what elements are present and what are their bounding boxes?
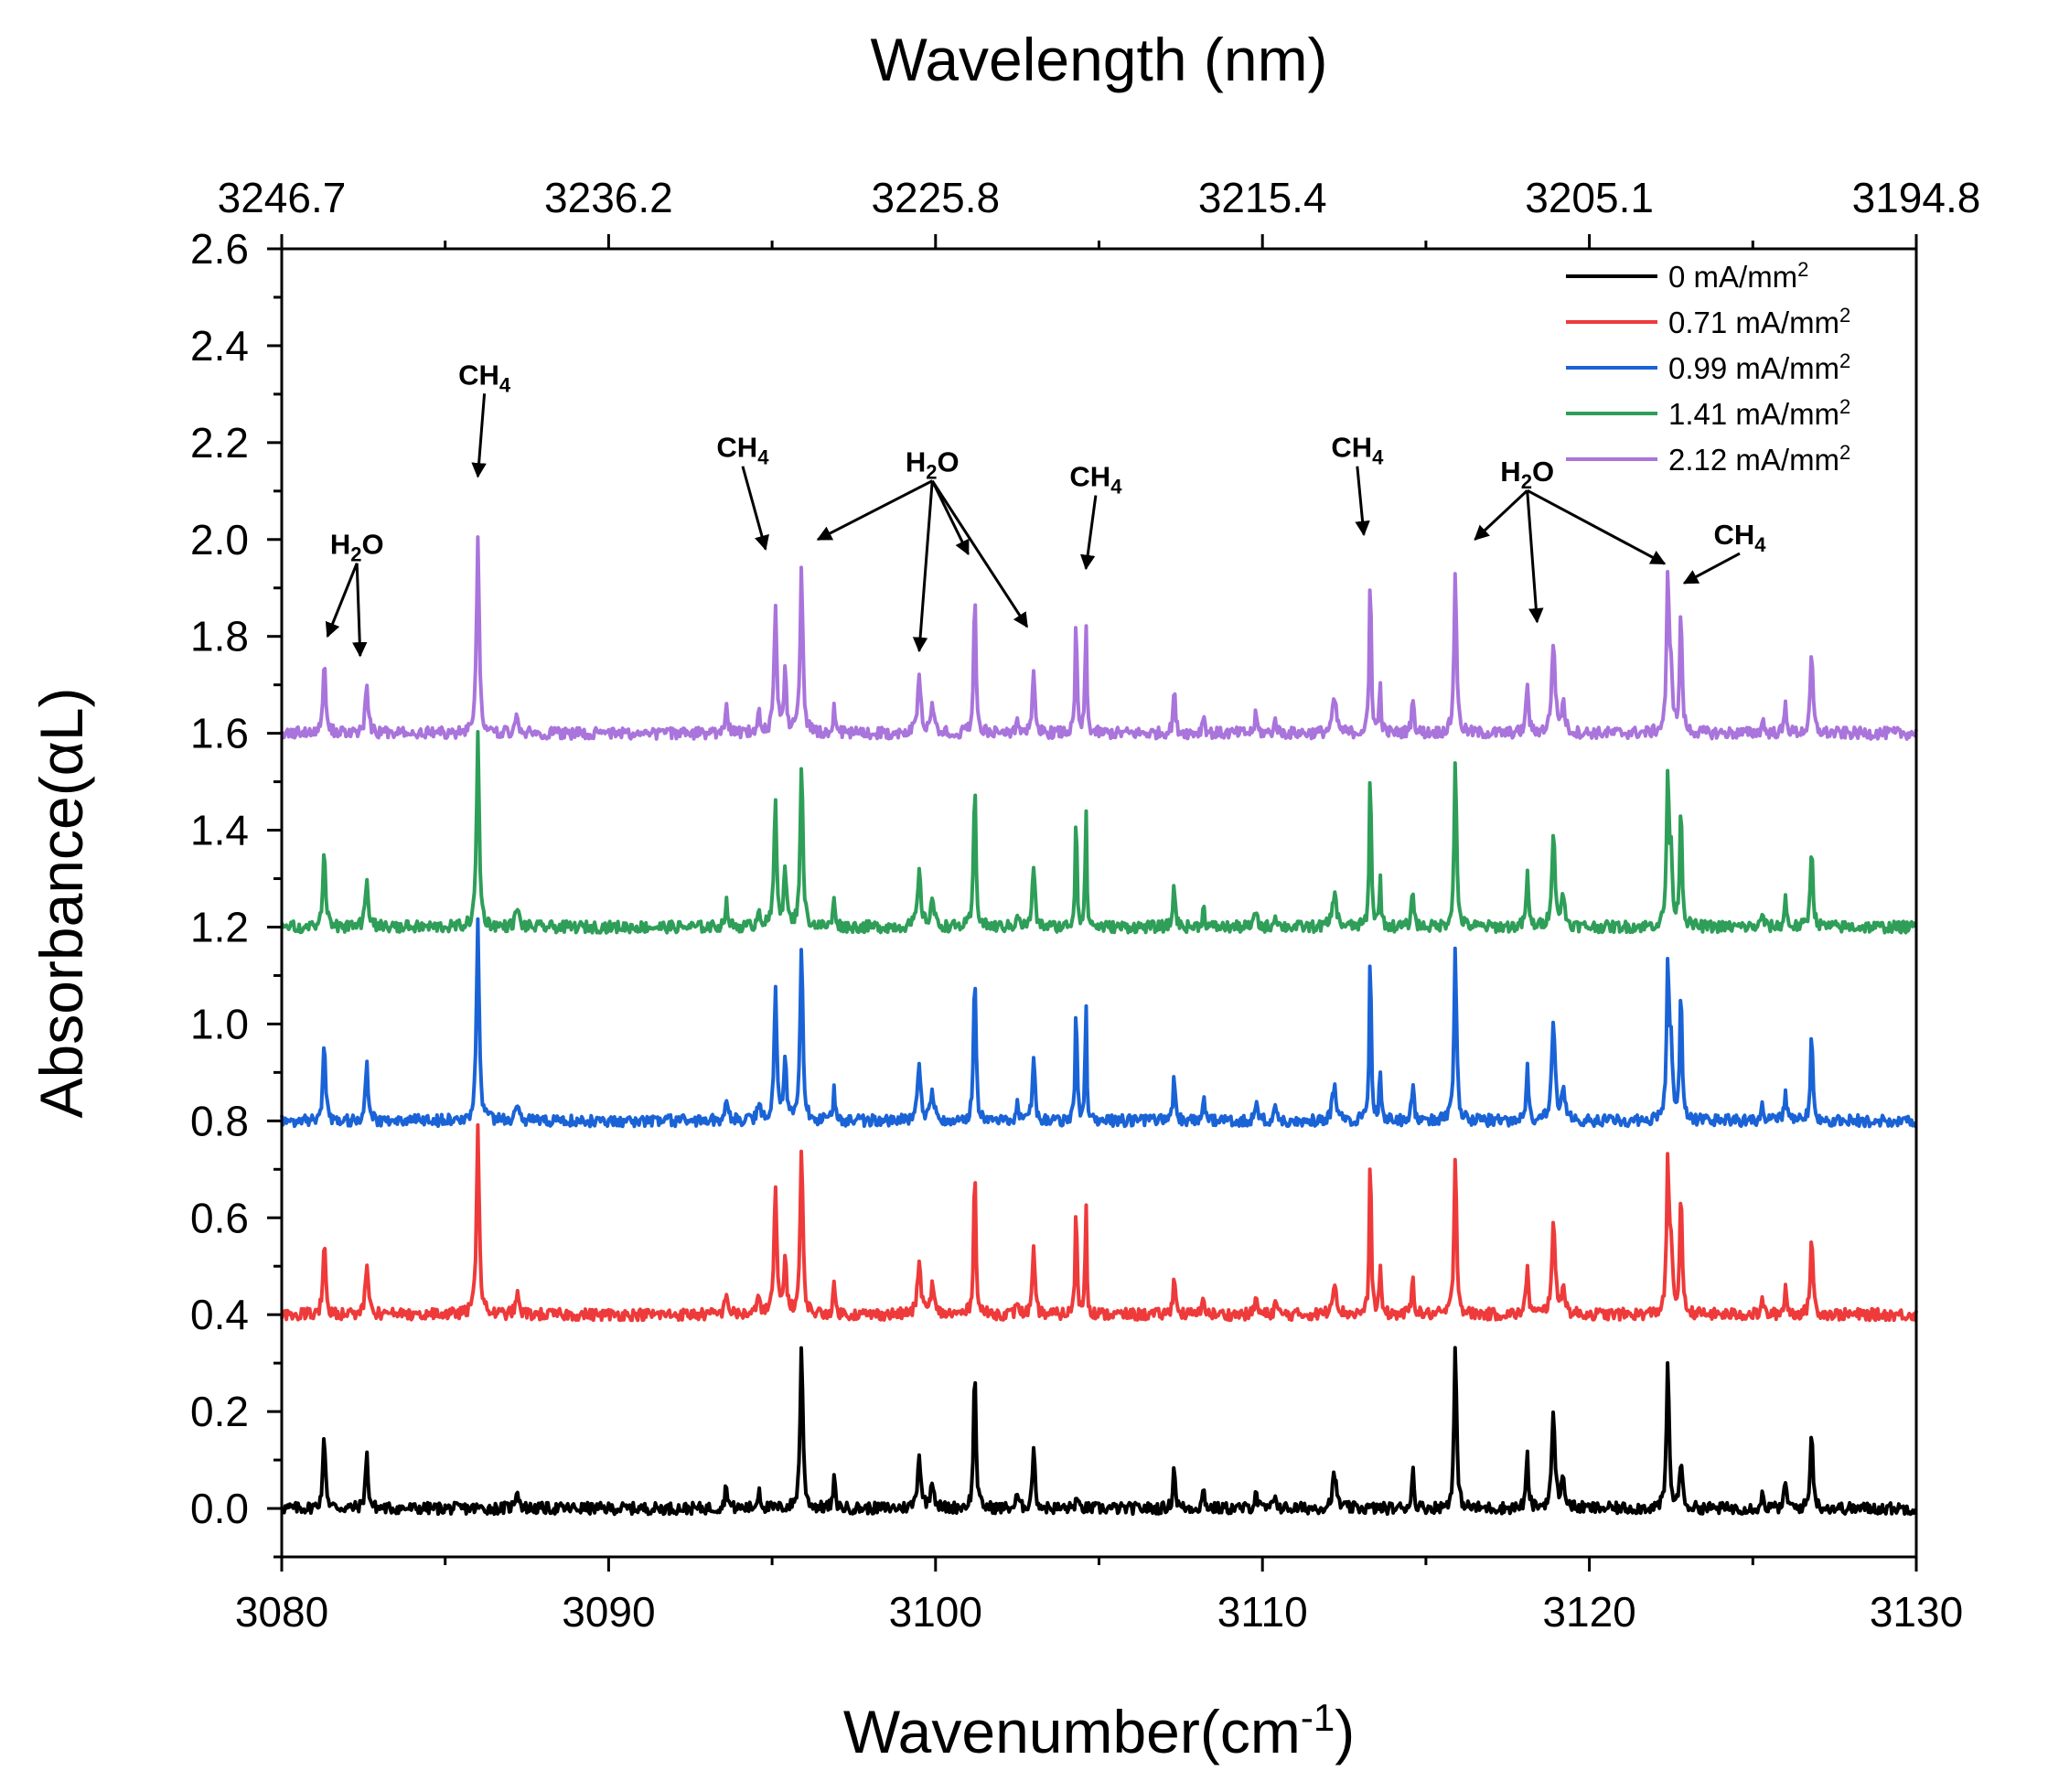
y-tick-label: 1.6 [190,710,249,757]
annotation-arrow [471,393,487,478]
legend-label: 0.71 mA/mm2 [1668,304,1850,339]
y-tick-label: 1.2 [190,903,249,950]
y-tick-label: 0.6 [190,1194,249,1241]
top-axis-title: Wavelength (nm) [870,26,1327,93]
series-line-0-71 [280,1122,1918,1323]
x-tick-label: 3120 [1542,1588,1635,1636]
top-tick-label: 3236.2 [544,174,673,221]
series-line-0-99 [280,917,1917,1129]
annotation-arrow [930,479,1029,628]
annotation-arrow [352,563,368,658]
x-tick-label: 3100 [889,1588,982,1636]
annotation-arrow [1355,466,1370,537]
y-tick-label: 2.0 [190,516,249,563]
annotation-label: H2O [330,529,384,566]
annotation-label: CH4 [1069,461,1122,499]
x-axis-title-end: ) [1335,1698,1355,1765]
series-layer [280,535,1918,1517]
top-tick-label: 3205.1 [1525,174,1654,221]
x-axis-title: Wavenumber(cm-1) [843,1696,1355,1765]
annotation-arrow [930,479,970,556]
annotation-label: H2O [1500,456,1554,493]
legend: 0 mA/mm2 0.71 mA/mm2 0.99 mA/mm2 1.41 mA/mm… [1566,258,1850,477]
y-tick-label: 0.8 [190,1097,249,1144]
y-tick-label: 2.2 [190,419,249,467]
y-tick-label: 1.0 [190,1000,249,1047]
y-tick-label: 2.4 [190,322,249,370]
y-tick-label: 1.8 [190,613,249,660]
top-tick-label: 3225.8 [871,174,1000,221]
peak-annotations: H2O CH4 CH4 H2O CH4 CH4 H2O CH4 [325,359,1766,658]
x-tick-label: 3130 [1870,1588,1963,1636]
x-tick-label: 3080 [235,1588,328,1636]
y-tick-label: 2.6 [190,225,249,273]
annotation-arrow [1682,552,1741,585]
annotation-arrow [325,563,359,638]
annotation-label: CH4 [716,432,769,469]
y-tick-label: 1.4 [190,807,249,854]
top-tick-label: 3215.4 [1198,174,1327,221]
annotation-label: CH4 [1331,432,1384,469]
annotation-arrow [1474,489,1528,541]
y-tick-label: 0.0 [190,1485,249,1532]
annotation-label: H2O [906,446,960,484]
plot-area [280,535,1918,1517]
annotation-arrow [1079,495,1098,571]
legend-label: 0 mA/mm2 [1668,258,1808,294]
x-axis-title-sup: -1 [1301,1696,1335,1739]
series-line-2-12 [280,535,1918,741]
x-tick-label: 3110 [1217,1588,1308,1636]
y-axis-title: Absorbance(αL) [27,687,95,1118]
x-axis-title-main: Wavenumber(cm [843,1698,1301,1765]
annotation-arrow [1526,490,1544,624]
top-tick-label: 3194.8 [1852,174,1981,221]
annotation-arrow [816,479,933,542]
axis-ticks: 3080 3090 3100 3110 3120 3130 3246.7 3236.2 3225… [190,174,1980,1636]
y-tick-label: 0.2 [190,1388,249,1435]
top-tick-label: 3246.7 [218,174,347,221]
series-line-0 [280,1346,1918,1517]
annotation-label: CH4 [458,359,511,396]
x-tick-label: 3090 [562,1588,655,1636]
legend-label: 0.99 mA/mm2 [1668,349,1850,385]
y-tick-label: 0.4 [190,1291,249,1338]
legend-label: 1.41 mA/mm2 [1668,395,1850,431]
annotation-label: CH4 [1713,519,1766,556]
legend-label: 2.12 mA/mm2 [1668,441,1850,477]
annotation-arrow [912,480,934,653]
annotation-arrow [741,466,769,551]
series-line-1-41 [280,730,1917,935]
annotation-arrow [1526,488,1667,565]
